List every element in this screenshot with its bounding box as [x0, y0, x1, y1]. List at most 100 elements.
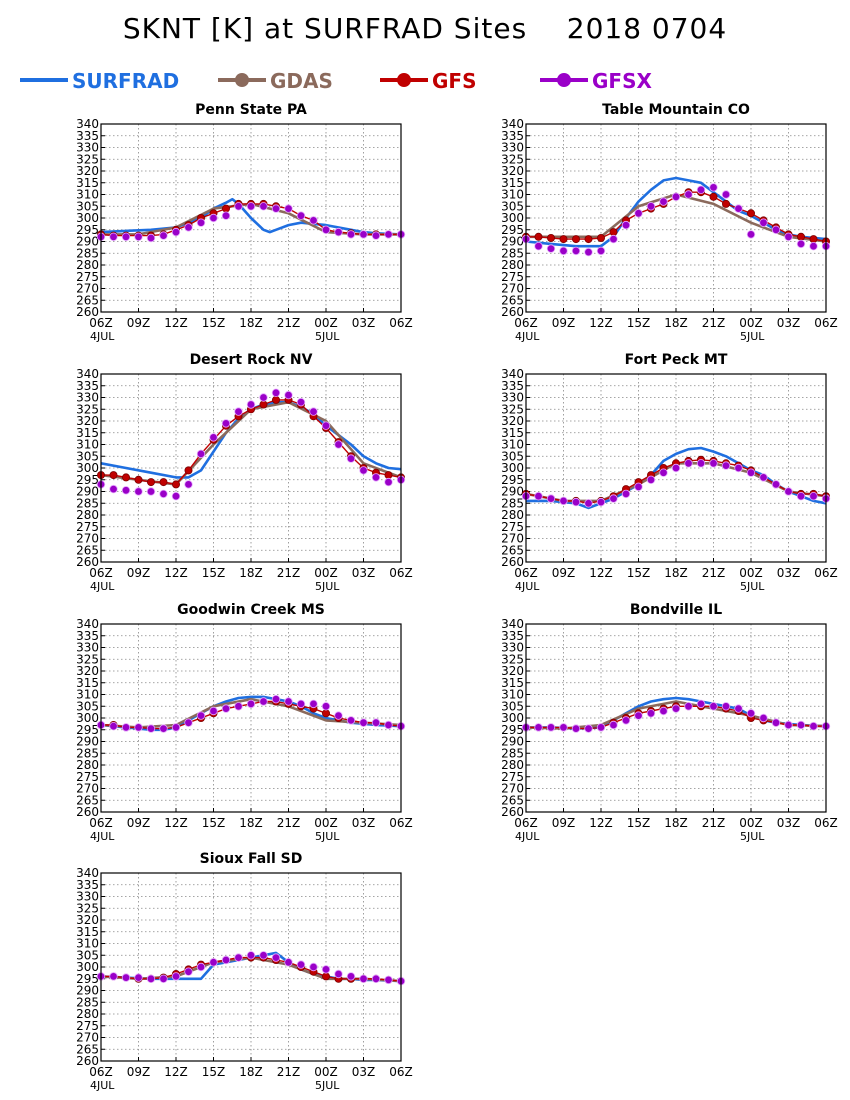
y-tick-label: 315	[501, 426, 524, 440]
data-point	[271, 388, 281, 397]
data-point	[184, 718, 193, 727]
data-point	[146, 478, 155, 487]
y-tick-label: 320	[501, 664, 524, 678]
data-point	[721, 461, 731, 470]
data-point	[696, 699, 706, 709]
y-tick-label: 320	[76, 414, 99, 428]
data-point	[134, 487, 143, 496]
x-tick-label: 18Z	[239, 566, 263, 580]
data-point	[321, 421, 331, 430]
panel-title: Penn State PA	[195, 102, 307, 118]
data-point	[371, 473, 381, 482]
data-point	[271, 395, 280, 404]
y-tick-label: 300	[76, 960, 99, 974]
data-point	[309, 216, 318, 225]
data-point	[709, 459, 718, 468]
y-tick-label: 300	[501, 461, 524, 475]
y-tick-label: 260	[76, 555, 99, 569]
data-point	[246, 202, 256, 211]
panel-fort-peck-mt: Fort Peck MT2602652702752802852902953003…	[501, 352, 838, 593]
data-point	[284, 697, 293, 706]
data-point	[721, 702, 731, 711]
data-point	[571, 497, 581, 507]
series-gfsx	[521, 183, 831, 257]
data-point	[121, 973, 131, 982]
data-point	[371, 231, 381, 240]
series-gfsx	[96, 388, 406, 501]
y-tick-label: 330	[501, 141, 524, 155]
data-point	[234, 953, 243, 962]
data-point	[271, 204, 281, 213]
y-tick-label: 300	[501, 711, 524, 725]
x-tick-label: 15Z	[202, 1065, 226, 1079]
y-tick-label: 285	[501, 496, 524, 510]
y-tick-label: 285	[501, 246, 524, 260]
data-point	[384, 477, 393, 487]
x-date-label: 5JUL	[315, 330, 340, 343]
x-tick-label: 06Z	[389, 316, 413, 330]
data-point	[171, 480, 180, 489]
y-tick-label: 300	[76, 711, 99, 725]
data-point	[246, 951, 256, 960]
data-point	[234, 202, 243, 211]
y-tick-label: 295	[76, 473, 99, 487]
x-tick-label: 21Z	[277, 316, 301, 330]
data-point	[321, 965, 331, 974]
y-tick-label: 310	[76, 937, 99, 951]
data-point	[671, 463, 681, 473]
x-tick-label: 03Z	[352, 566, 376, 580]
data-point	[534, 492, 543, 501]
data-point	[584, 247, 593, 257]
data-point	[259, 393, 268, 402]
data-point	[684, 459, 693, 468]
series-gfsx	[96, 951, 406, 986]
y-tick-label: 290	[501, 485, 524, 499]
data-point	[359, 974, 368, 983]
data-point	[146, 974, 156, 983]
y-tick-label: 305	[76, 948, 99, 962]
y-tick-label: 330	[76, 890, 99, 904]
x-tick-label: 06Z	[514, 316, 538, 330]
x-tick-label: 18Z	[239, 316, 263, 330]
x-date-label: 4JUL	[90, 330, 115, 343]
data-point	[597, 233, 606, 242]
y-tick-label: 310	[76, 438, 99, 452]
x-tick-label: 15Z	[202, 816, 226, 830]
data-point	[296, 699, 306, 709]
data-point	[759, 473, 768, 482]
x-tick-label: 06Z	[89, 816, 113, 830]
data-point	[747, 209, 756, 218]
x-tick-label: 06Z	[389, 816, 413, 830]
y-tick-label: 335	[76, 379, 99, 393]
y-tick-label: 305	[501, 449, 524, 463]
x-tick-label: 09Z	[127, 1065, 151, 1079]
y-tick-label: 285	[501, 746, 524, 760]
y-tick-label: 305	[76, 699, 99, 713]
panel-frame	[100, 373, 402, 563]
data-point	[122, 473, 131, 482]
data-point	[284, 958, 293, 967]
data-point	[571, 246, 581, 256]
x-tick-label: 06Z	[389, 1065, 413, 1079]
panel-frame	[525, 123, 827, 313]
data-point	[334, 711, 343, 720]
data-point	[221, 419, 231, 428]
x-tick-label: 06Z	[814, 316, 838, 330]
y-tick-label: 280	[76, 758, 99, 772]
y-tick-label: 325	[76, 402, 99, 416]
panel-sioux-fall-sd: Sioux Fall SD 260265270275280285290295300…	[76, 851, 413, 1092]
y-tick-label: 290	[76, 984, 99, 998]
y-tick-label: 270	[501, 532, 524, 546]
panel-title: Fort Peck MT	[625, 352, 728, 368]
data-point	[159, 478, 168, 487]
data-point	[609, 494, 618, 503]
x-tick-label: 06Z	[814, 566, 838, 580]
series-line	[525, 176, 827, 248]
data-point	[559, 723, 568, 732]
data-point	[809, 722, 818, 731]
data-point	[659, 468, 668, 477]
data-point	[334, 440, 343, 449]
x-tick-label: 21Z	[702, 316, 726, 330]
x-date-label: 5JUL	[315, 1079, 340, 1092]
data-point	[134, 232, 143, 241]
